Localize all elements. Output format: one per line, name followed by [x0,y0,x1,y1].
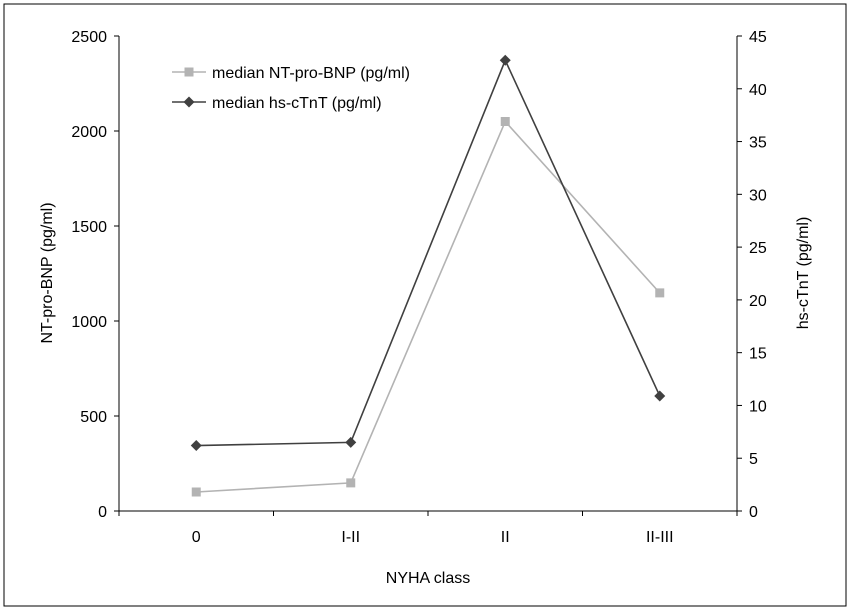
right-y-tick-label: 20 [749,293,767,310]
data-point-hs-ctnt [499,54,511,66]
left-y-ticks: 0 500 1000 1500 2000 2500 [71,29,119,521]
right-y-tick-label: 5 [749,451,758,468]
left-y-axis-title: NT-pro-BNP (pg/ml) [39,202,56,343]
right-y-tick-label: 10 [749,398,767,415]
series-line-nt-pro-bnp [196,120,661,493]
data-point-nt-pro-bnp [500,117,510,126]
data-point-hs-ctnt [190,440,202,452]
x-tick-label: II [501,529,510,546]
series-line-hs-ctnt [196,58,661,447]
legend-marker-nt-pro-bnp [184,67,194,77]
left-y-tick-label: 500 [80,409,107,426]
data-point-hs-ctnt [654,390,666,402]
x-tick-label: I-II [341,529,360,546]
left-y-tick-label: 2500 [71,29,107,46]
right-y-tick-label: 0 [749,504,758,521]
series-layer [190,54,666,497]
right-y-tick-label: 30 [749,187,767,204]
right-y-ticks: 0 5 10 15 20 25 30 35 40 45 [737,29,767,521]
right-y-tick-label: 25 [749,240,767,257]
right-y-tick-label: 45 [749,29,767,46]
right-y-tick-label: 15 [749,346,767,363]
left-y-tick-label: 1000 [71,314,107,331]
x-tick-label: II-III [646,529,674,546]
data-point-hs-ctnt [345,436,357,448]
left-y-tick-label: 1500 [71,219,107,236]
left-y-tick-label: 0 [98,504,107,521]
legend-marker-hs-ctnt [183,96,195,108]
legend-label-nt-pro-bnp: median NT-pro-BNP (pg/ml) [212,65,410,82]
right-y-tick-label: 40 [749,82,767,99]
legend: median NT-pro-BNP (pg/ml) median hs-cTnT … [172,65,410,112]
outer-border [3,3,847,607]
x-tick-label: 0 [192,529,201,546]
legend-label-hs-ctnt: median hs-cTnT (pg/ml) [212,95,382,112]
data-point-nt-pro-bnp [191,487,201,497]
x-axis-title: NYHA class [386,570,470,587]
left-y-tick-label: 2000 [71,124,107,141]
data-point-nt-pro-bnp [346,478,356,488]
right-y-tick-label: 35 [749,135,767,152]
data-point-nt-pro-bnp [655,288,665,298]
x-ticks: 0 I-II II II-III [118,511,738,546]
right-y-axis-title: hs-cTnT (pg/ml) [795,217,812,330]
